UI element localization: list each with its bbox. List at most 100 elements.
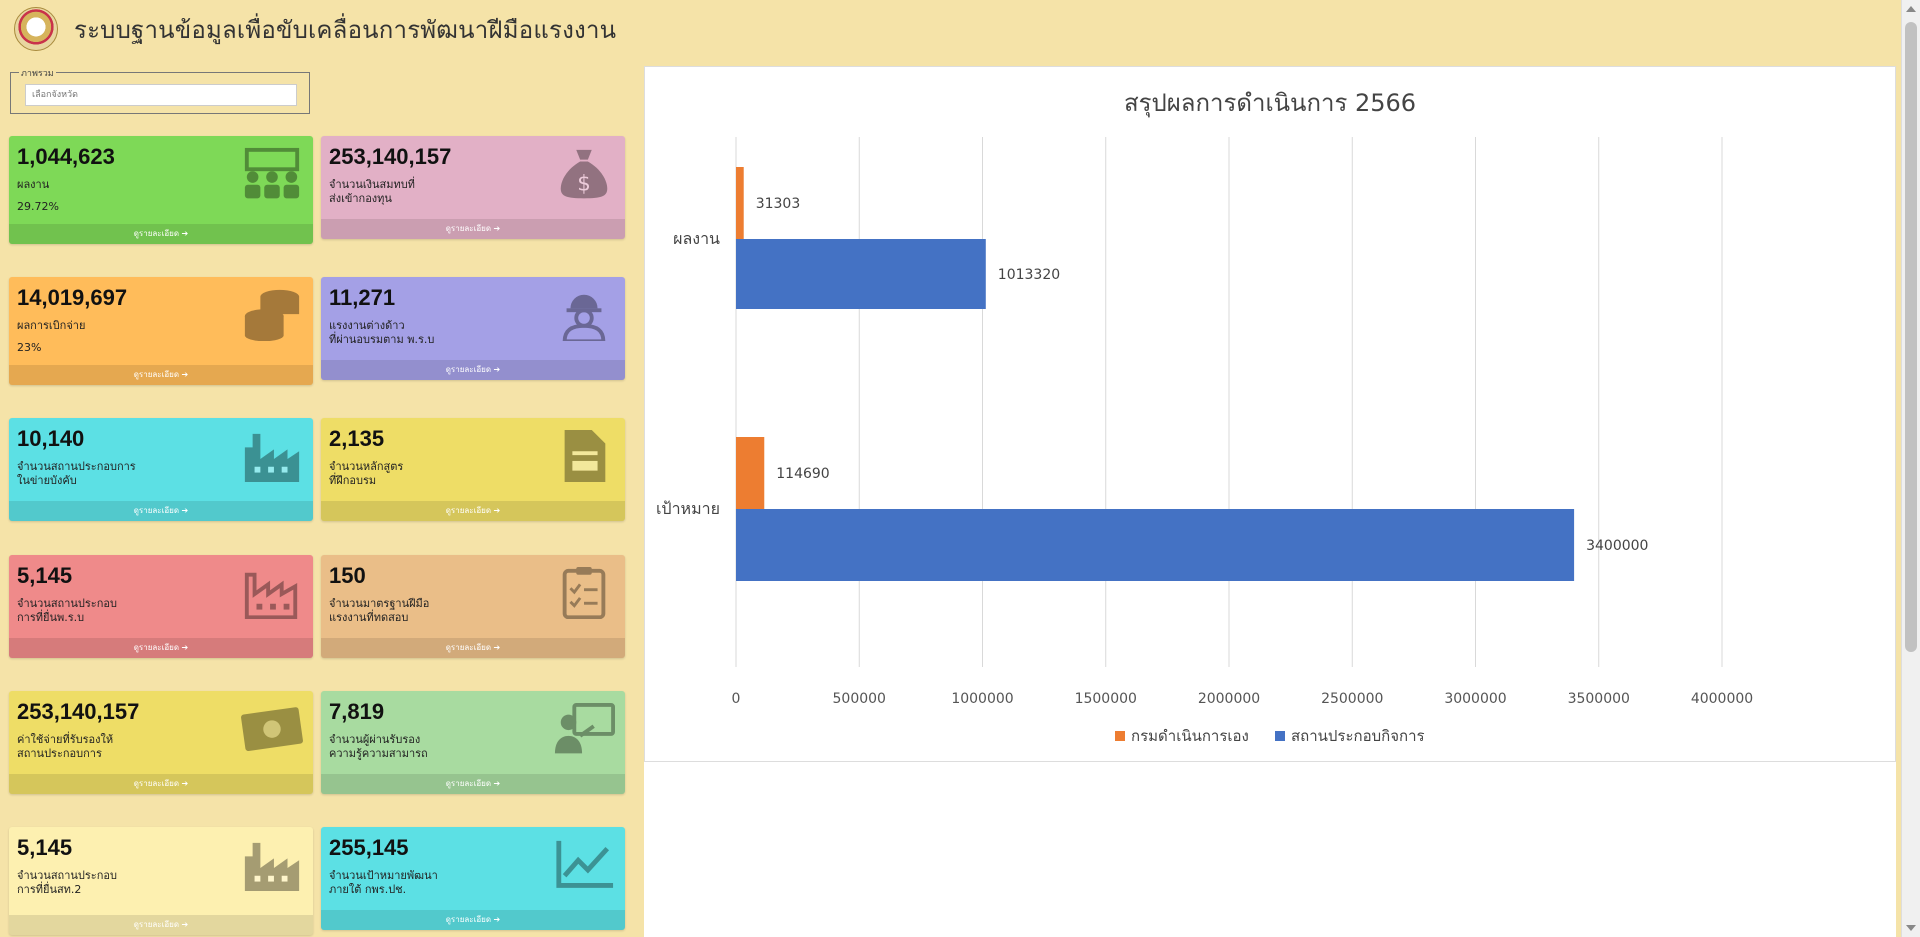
- data-label: 1013320: [998, 267, 1060, 283]
- bar-department: [736, 437, 765, 509]
- group-icon: [241, 146, 303, 204]
- stat-label: ผลงาน: [17, 178, 247, 192]
- data-label: 31303: [756, 196, 801, 212]
- view-details-link[interactable]: ดูรายละเอียด ➔: [321, 910, 625, 930]
- bar-department: [736, 167, 744, 239]
- view-details-link[interactable]: ดูรายละเอียด ➔: [321, 219, 625, 239]
- view-details-link[interactable]: ดูรายละเอียด ➔: [321, 501, 625, 521]
- teacher-icon: [553, 701, 615, 759]
- view-details-link[interactable]: ดูรายละเอียด ➔: [9, 915, 313, 935]
- stat-value: 253,140,157: [17, 699, 140, 724]
- stat-value: 1,044,623: [17, 144, 115, 169]
- x-tick-label: 1000000: [951, 691, 1013, 707]
- stat-value: 5,145: [17, 835, 73, 860]
- data-label: 114690: [776, 466, 829, 482]
- page-title: ระบบฐานข้อมูลเพื่อขับเคลื่อนการพัฒนาฝีมื…: [74, 15, 617, 44]
- stat-value: 11,271: [329, 285, 396, 310]
- view-details-link[interactable]: ดูรายละเอียด ➔: [321, 360, 625, 380]
- stat-card: 253,140,157 จำนวนเงินสมทบที่ ส่งเข้ากองทุน…: [321, 136, 625, 239]
- stat-value: 150: [329, 563, 366, 588]
- stat-label-line: ที่ผ่านอบรมตาม พ.ร.บ: [329, 333, 435, 346]
- stat-label-line: การที่ยื่นพ.ร.บ: [17, 611, 85, 624]
- stat-card: 14,019,697 ผลการเบิกจ่าย 23% ดูรายละเอียด ➔: [9, 277, 313, 385]
- stat-label: จำนวนสถานประกอบ การที่ยื่นสท.2: [17, 869, 247, 897]
- worker-icon: [553, 287, 615, 345]
- stat-value: 255,145: [329, 835, 409, 860]
- x-tick-label: 500000: [833, 691, 886, 707]
- stat-label-line: ภายใต้ กพร.ปช.: [329, 883, 407, 896]
- category-label: ผลงาน: [673, 229, 720, 248]
- stat-label: จำนวนสถานประกอบการ ในข่ายบังคับ: [17, 460, 247, 488]
- chart-title: สรุปผลการดำเนินการ 2566: [1124, 89, 1416, 118]
- legend-swatch: [1275, 731, 1285, 741]
- summary-chart-panel: สรุปผลการดำเนินการ 2566 0 500000 1000000 150…: [644, 66, 1896, 762]
- stat-label-line: จำนวนผู้ผ่านรับรอง: [329, 733, 421, 746]
- view-details-link[interactable]: ดูรายละเอียด ➔: [9, 774, 313, 794]
- clipboard-check-icon: [553, 565, 615, 623]
- scroll-thumb[interactable]: [1905, 22, 1917, 652]
- stat-card: 255,145 จำนวนเป้าหมายพัฒนา ภายใต้ กพร.ปช. ด…: [321, 827, 625, 930]
- view-details-link[interactable]: ดูรายละเอียด ➔: [9, 365, 313, 385]
- stat-label-line: จำนวนเงินสมทบที่: [329, 178, 415, 191]
- view-details-link[interactable]: ดูรายละเอียด ➔: [9, 638, 313, 658]
- stat-percent: 23%: [17, 341, 42, 354]
- data-label: 3400000: [1586, 538, 1648, 554]
- line-chart-icon: [553, 837, 615, 895]
- bar-establishment: [736, 509, 1575, 581]
- legend-swatch: [1115, 731, 1125, 741]
- stat-value: 2,135: [329, 426, 385, 451]
- stat-value: 7,819: [329, 699, 385, 724]
- province-select-input[interactable]: [25, 84, 297, 106]
- stat-card: 253,140,157 ค่าใช้จ่ายที่รับรองให้ สถานประ…: [9, 691, 313, 794]
- stat-label-line: ในข่ายบังคับ: [17, 474, 77, 487]
- stat-card: 5,145 จำนวนสถานประกอบ การที่ยื่นพ.ร.บดูราย…: [9, 555, 313, 658]
- stat-card: 10,140 จำนวนสถานประกอบการ ในข่ายบังคับ ดูรา…: [9, 418, 313, 521]
- x-tick-label: 3000000: [1444, 691, 1506, 707]
- view-details-link[interactable]: ดูรายละเอียด ➔: [9, 501, 313, 521]
- page-scrollbar[interactable]: [1901, 0, 1920, 937]
- stat-label-line: ผลงาน: [17, 178, 50, 191]
- stat-label: จำนวนสถานประกอบ การที่ยื่นพ.ร.บ: [17, 597, 247, 625]
- legend-entry: กรมดำเนินการเอง: [1131, 727, 1249, 745]
- stat-card: 5,145 จำนวนสถานประกอบ การที่ยื่นสท.2 ดูรายล…: [9, 827, 313, 935]
- stat-label-line: ที่ฝึกอบรม: [329, 474, 377, 487]
- factory-light-icon: [241, 837, 303, 895]
- banknote-icon: [241, 701, 303, 759]
- view-details-link[interactable]: ดูรายละเอียด ➔: [321, 774, 625, 794]
- stat-label-line: ความรู้ความสามารถ: [329, 747, 428, 760]
- stat-card: 7,819 จำนวนผู้ผ่านรับรอง ความรู้ความสามารถ…: [321, 691, 625, 794]
- money-bag-icon: $: [553, 146, 615, 204]
- stat-card: 1,044,623 ผลงาน 29.72% ดูรายละเอียด ➔: [9, 136, 313, 244]
- stat-label-line: จำนวนสถานประกอบ: [17, 869, 117, 882]
- stat-label: จำนวนหลักสูตร ที่ฝึกอบรม: [329, 460, 559, 488]
- category-label: เป้าหมาย: [656, 499, 720, 518]
- filter-group: ภาพรวม: [10, 66, 310, 114]
- stat-label-line: การที่ยื่นสท.2: [17, 883, 82, 896]
- stat-label-line: จำนวนหลักสูตร: [329, 460, 404, 473]
- x-tick-label: 0: [732, 691, 741, 707]
- stat-label-line: ส่งเข้ากองทุน: [329, 192, 392, 205]
- content-area: [644, 762, 1896, 937]
- view-details-link[interactable]: ดูรายละเอียด ➔: [9, 224, 313, 244]
- stat-label-line: จำนวนเป้าหมายพัฒนา: [329, 869, 438, 882]
- x-tick-label: 1500000: [1075, 691, 1137, 707]
- scroll-down-icon[interactable]: [1906, 925, 1916, 931]
- stat-card: 150 จำนวนมาตรฐานฝีมือ แรงงานที่ทดสอบ ดูรายล…: [321, 555, 625, 658]
- x-tick-label: 2500000: [1321, 691, 1383, 707]
- stat-card: 2,135 จำนวนหลักสูตร ที่ฝึกอบรมดูรายละเอียด…: [321, 418, 625, 521]
- bar-establishment: [736, 239, 986, 309]
- svg-text:$: $: [577, 172, 591, 197]
- summary-bar-chart: สรุปผลการดำเนินการ 2566 0 500000 1000000 150…: [656, 89, 1753, 745]
- filter-legend: ภาพรวม: [19, 66, 56, 80]
- stat-label-line: ผลการเบิกจ่าย: [17, 319, 86, 332]
- legend-entry: สถานประกอบกิจการ: [1291, 727, 1425, 745]
- scroll-up-icon[interactable]: [1906, 6, 1916, 12]
- stat-label: แรงงานต่างด้าว ที่ผ่านอบรมตาม พ.ร.บ: [329, 319, 559, 347]
- department-logo-icon: [14, 7, 58, 51]
- stat-label-line: แรงงานที่ทดสอบ: [329, 611, 409, 624]
- stat-value: 5,145: [17, 563, 73, 588]
- x-tick-label: 4000000: [1691, 691, 1753, 707]
- factory-icon: [241, 428, 303, 486]
- stat-label-line: แรงงานต่างด้าว: [329, 319, 405, 332]
- view-details-link[interactable]: ดูรายละเอียด ➔: [321, 638, 625, 658]
